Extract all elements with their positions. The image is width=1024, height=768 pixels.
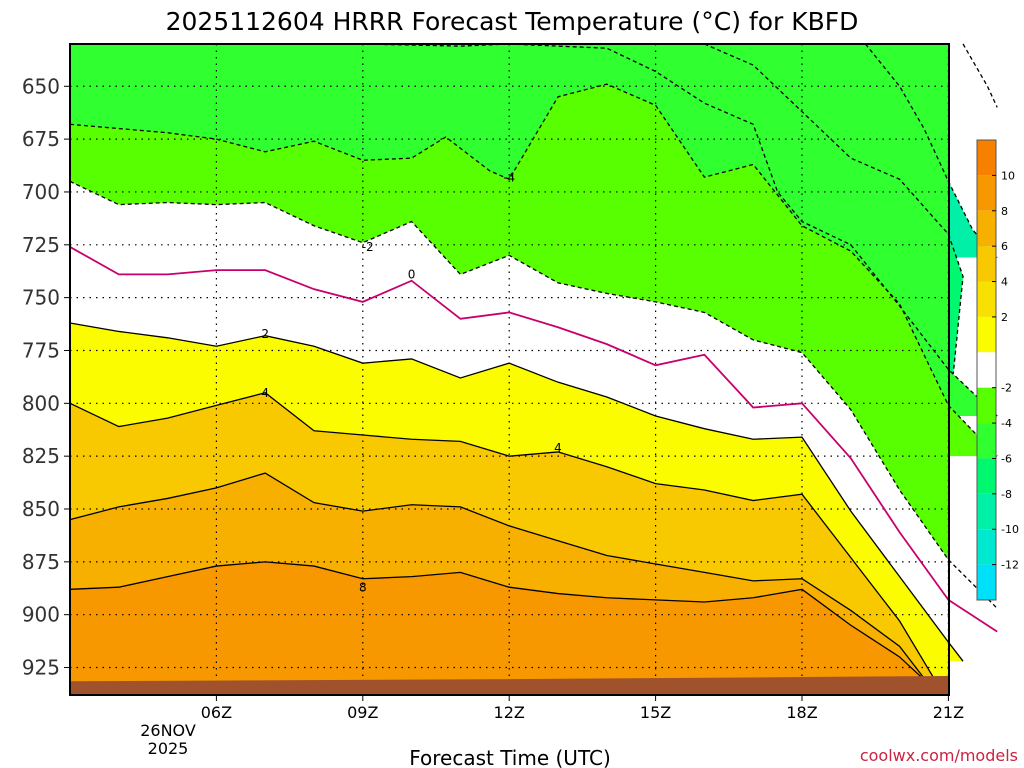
isotherm-label-2: 0 bbox=[408, 268, 416, 282]
x-tick-label-15Z: 15Z bbox=[640, 703, 671, 722]
colorbar-band-0 bbox=[977, 140, 996, 176]
y-tick-label-650: 650 bbox=[22, 74, 60, 98]
colorbar-label-3: 4 bbox=[1001, 276, 1008, 289]
colorbar-band-2 bbox=[977, 210, 996, 247]
x-tick-label-21Z: 21Z bbox=[933, 703, 964, 722]
y-tick-label-825: 825 bbox=[22, 444, 60, 468]
colorbar-label-7: -6 bbox=[1001, 452, 1012, 465]
isotherm-minus6 bbox=[362, 43, 998, 417]
color-legend: 10 8 6 4 2 -2 -4 -6 -8 -10 -12 bbox=[976, 139, 1019, 601]
y-tick-label-875: 875 bbox=[22, 550, 60, 574]
isotherm-4 bbox=[69, 392, 935, 679]
colorbar-band-10 bbox=[977, 493, 996, 530]
y-tick-label-725: 725 bbox=[22, 233, 60, 257]
colorbar-band-6 bbox=[977, 352, 996, 388]
x-tick-label-06Z: 06Z bbox=[201, 703, 232, 722]
colorbar-band-5 bbox=[977, 316, 996, 353]
colorbar-band-8 bbox=[977, 423, 996, 459]
y-tick-label-900: 900 bbox=[22, 603, 60, 627]
isotherm-label-1: -2 bbox=[362, 240, 374, 254]
colorbar-frame bbox=[976, 139, 997, 601]
isotherm-minus4 bbox=[69, 83, 998, 457]
x-date-line-2: 2025 bbox=[148, 739, 189, 758]
y-axis-ticks: 650 675 700 725 750 775 800 825 850 875 900 925 bbox=[22, 74, 70, 680]
colorbar-label-5: -2 bbox=[1001, 382, 1012, 395]
colorbar-band-4 bbox=[977, 281, 996, 317]
isotherm-labels: -4 -2 0 2 4 4 8 bbox=[261, 170, 561, 594]
colorbar-label-4: 2 bbox=[1001, 311, 1008, 324]
colorbar-band-12 bbox=[977, 564, 996, 600]
colorbar-label-8: -8 bbox=[1001, 488, 1012, 501]
underground-terrain bbox=[70, 675, 949, 695]
colorbar-band-7 bbox=[977, 387, 996, 424]
y-tick-label-775: 775 bbox=[22, 338, 60, 362]
isotherm-label-6: 8 bbox=[359, 580, 367, 594]
colorbar-band-1 bbox=[977, 175, 996, 211]
x-tick-label-18Z: 18Z bbox=[786, 703, 817, 722]
isotherm-minus8 bbox=[704, 43, 964, 374]
colorbar-band-9 bbox=[977, 458, 996, 494]
x-date-line-1: 26NOV bbox=[140, 721, 196, 740]
isotherm-0 bbox=[69, 246, 998, 633]
y-tick-label-925: 925 bbox=[22, 656, 60, 680]
isotherm-minus12 bbox=[962, 43, 998, 108]
y-tick-label-750: 750 bbox=[22, 286, 60, 310]
colorbar-band-3 bbox=[977, 246, 996, 282]
isotherm-label-4: 4 bbox=[261, 386, 269, 400]
isotherm-label-5: 4 bbox=[554, 441, 562, 455]
isotherm-label-3: 2 bbox=[261, 327, 269, 341]
temperature-fills bbox=[70, 44, 998, 696]
fill-band-8-10 bbox=[70, 561, 949, 695]
colorbar-label-6: -4 bbox=[1001, 417, 1012, 430]
y-tick-label-675: 675 bbox=[22, 127, 60, 151]
y-tick-label-700: 700 bbox=[22, 180, 60, 204]
colorbar-label-0: 10 bbox=[1001, 169, 1015, 182]
isotherm-minus10 bbox=[864, 43, 998, 258]
chart-title: 2025112604 HRRR Forecast Temperature (°C… bbox=[166, 7, 859, 36]
y-tick-label-850: 850 bbox=[22, 497, 60, 521]
colorbar-band-11 bbox=[977, 529, 996, 565]
isotherm-6 bbox=[69, 472, 925, 679]
isotherm-minus2 bbox=[69, 180, 998, 609]
colorbar-label-9: -10 bbox=[1001, 523, 1019, 536]
isotherm-2 bbox=[69, 322, 964, 662]
colorbar-label-1: 8 bbox=[1001, 205, 1008, 218]
colorbar-label-2: 6 bbox=[1001, 240, 1008, 253]
x-tick-label-09Z: 09Z bbox=[347, 703, 378, 722]
isotherm-label-0: -4 bbox=[503, 170, 515, 184]
x-tick-label-12Z: 12Z bbox=[494, 703, 525, 722]
x-axis-ticks: 06Z 09Z 12Z 15Z 18Z 21Z bbox=[201, 695, 964, 722]
credit-label: coolwx.com/models bbox=[860, 746, 1018, 765]
x-axis-label: Forecast Time (UTC) bbox=[409, 746, 611, 768]
y-tick-label-800: 800 bbox=[22, 391, 60, 415]
isotherm-8 bbox=[69, 561, 935, 690]
isotherm-lines bbox=[69, 43, 998, 690]
plot-area: -4 -2 0 2 4 4 8 bbox=[69, 43, 998, 696]
colorbar-label-10: -12 bbox=[1001, 559, 1019, 572]
